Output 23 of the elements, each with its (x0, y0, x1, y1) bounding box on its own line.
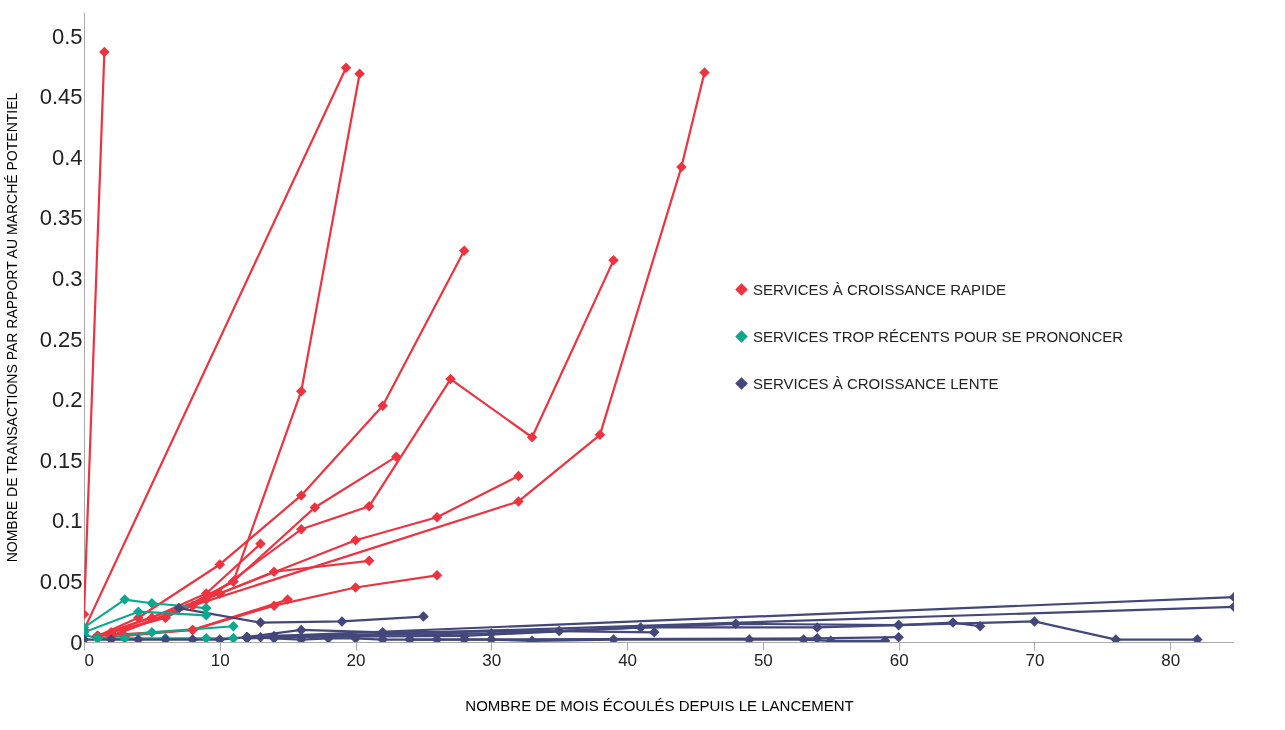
y-tick-label: 0.1 (51, 508, 83, 534)
y-tick-label: 0.3 (51, 266, 83, 292)
y-tick-label: 0.35 (39, 205, 83, 231)
y-tick-label: 0.45 (39, 84, 83, 110)
y-axis-title: NOMBRE DE TRANSACTIONS PAR RAPPORT AU MARCHÉ POTENTIEL (3, 92, 20, 563)
legend-label: SERVICES À CROISSANCE LENTE (753, 374, 999, 392)
y-tick-label: 0.5 (51, 23, 83, 49)
x-tick-label: 20 (346, 650, 366, 670)
y-tick-label: 0.05 (39, 568, 83, 594)
y-tick-label: 0.2 (51, 387, 83, 413)
legend-label: SERVICES TROP RÉCENTS POUR SE PRONONCER (753, 327, 1124, 345)
y-tick-label: 0.4 (51, 144, 83, 170)
x-axis-title: NOMBRE DE MOIS ÉCOULÉS DEPUIS LE LANCEMENT (465, 696, 854, 714)
x-tick-label: 10 (210, 650, 230, 670)
legend-label: SERVICES À CROISSANCE RAPIDE (753, 280, 1007, 298)
x-tick-label: 30 (482, 650, 502, 670)
x-tick-label: 50 (753, 650, 773, 670)
x-tick-label: 40 (618, 650, 638, 670)
y-tick-label: 0.25 (39, 326, 83, 352)
y-tick-label: 0.15 (39, 447, 83, 473)
x-tick-label: 60 (889, 650, 909, 670)
x-tick-label: 80 (1161, 650, 1181, 670)
x-tick-label: 70 (1025, 650, 1045, 670)
